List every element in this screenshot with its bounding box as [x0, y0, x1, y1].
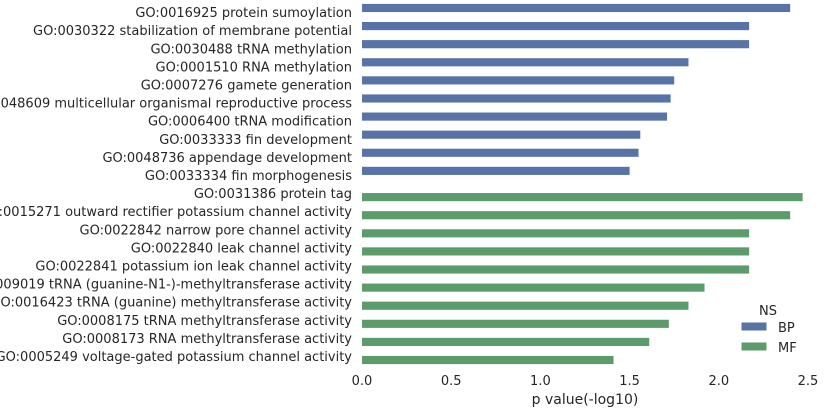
category-label: GO:0033333 fin development [159, 133, 352, 148]
category-label: GO:0033334 fin morphogenesis [145, 169, 352, 184]
category-label: GO:0022842 narrow pore channel activity [80, 223, 353, 238]
x-tick-label: 0.0 [352, 374, 373, 389]
category-label: GO:0016423 tRNA (guanine) methyltransfer… [0, 296, 352, 311]
bar-mf-1 [362, 211, 791, 220]
bar-mf-6 [362, 301, 689, 310]
category-label: GO:0048609 multicellular organismal repr… [0, 97, 352, 112]
category-label: GO:0009019 tRNA (guanine-N1-)-methyltran… [0, 278, 352, 293]
bar-bp-7 [362, 130, 641, 139]
category-label: GO:0016925 protein sumoylation [135, 6, 352, 21]
bar-mf-3 [362, 247, 750, 256]
bar-mf-2 [362, 229, 750, 238]
bar-bp-5 [362, 94, 671, 103]
category-label: GO:0001510 RNA methylation [156, 60, 352, 75]
x-axis-title: p value(-log10) [532, 392, 639, 408]
bar-bp-3 [362, 58, 689, 67]
x-tick-label: 0.5 [441, 374, 462, 389]
bar-bp-2 [362, 40, 750, 49]
category-label: GO:0030488 tRNA methylation [150, 42, 352, 57]
x-axis: 0.0 0.5 1.0 1.5 2.0 2.5 [352, 374, 819, 389]
category-label: GO:0048736 appendage development [102, 151, 352, 166]
bar-bp-0 [362, 3, 791, 13]
bar-mf-4 [362, 265, 750, 274]
bar-bp-4 [362, 76, 675, 85]
bar-mf-5 [362, 283, 705, 292]
category-label: GO:0031386 protein tag [194, 187, 352, 202]
category-label: GO:0006400 tRNA modification [148, 115, 352, 130]
bar-bp-1 [362, 22, 750, 31]
category-label: GO:0030322 stabilization of membrane pot… [33, 24, 352, 39]
bar-mf-7 [362, 319, 669, 328]
category-label: GO:0022840 leak channel activity [131, 241, 353, 256]
category-label: GO:0015271 outward rectifier potassium c… [0, 205, 352, 220]
bar-bp-6 [362, 112, 668, 121]
legend-swatch-mf [740, 341, 768, 352]
bar-mf-0 [362, 193, 803, 202]
bar-bp-9 [362, 166, 630, 175]
x-tick-label: 1.5 [619, 374, 640, 389]
bar-bp-8 [362, 148, 639, 157]
bar-mf-8 [362, 337, 650, 346]
category-label: GO:0007276 gamete generation [141, 78, 352, 93]
category-label: GO:0022841 potassium ion leak channel ac… [35, 259, 352, 274]
legend-title: NS [759, 304, 777, 319]
x-tick-label: 2.0 [708, 374, 729, 389]
category-label: GO:0008173 RNA methyltransferase activit… [62, 332, 352, 347]
legend-label-bp: BP [778, 321, 795, 336]
category-label: GO:0008175 tRNA methyltransferase activi… [57, 314, 352, 329]
legend-swatch-bp [740, 321, 768, 332]
bar-mf-9 [362, 355, 614, 365]
category-labels: GO:0016925 protein sumoylation GO:0030322… [0, 6, 352, 365]
category-label: GO:0005249 voltage-gated potassium chann… [0, 350, 352, 365]
x-tick-label: 2.5 [798, 374, 819, 389]
legend-label-mf: MF [778, 341, 797, 356]
bars-layer [362, 3, 803, 365]
x-tick-label: 1.0 [530, 374, 551, 389]
legend: NS BP MF [740, 304, 797, 356]
